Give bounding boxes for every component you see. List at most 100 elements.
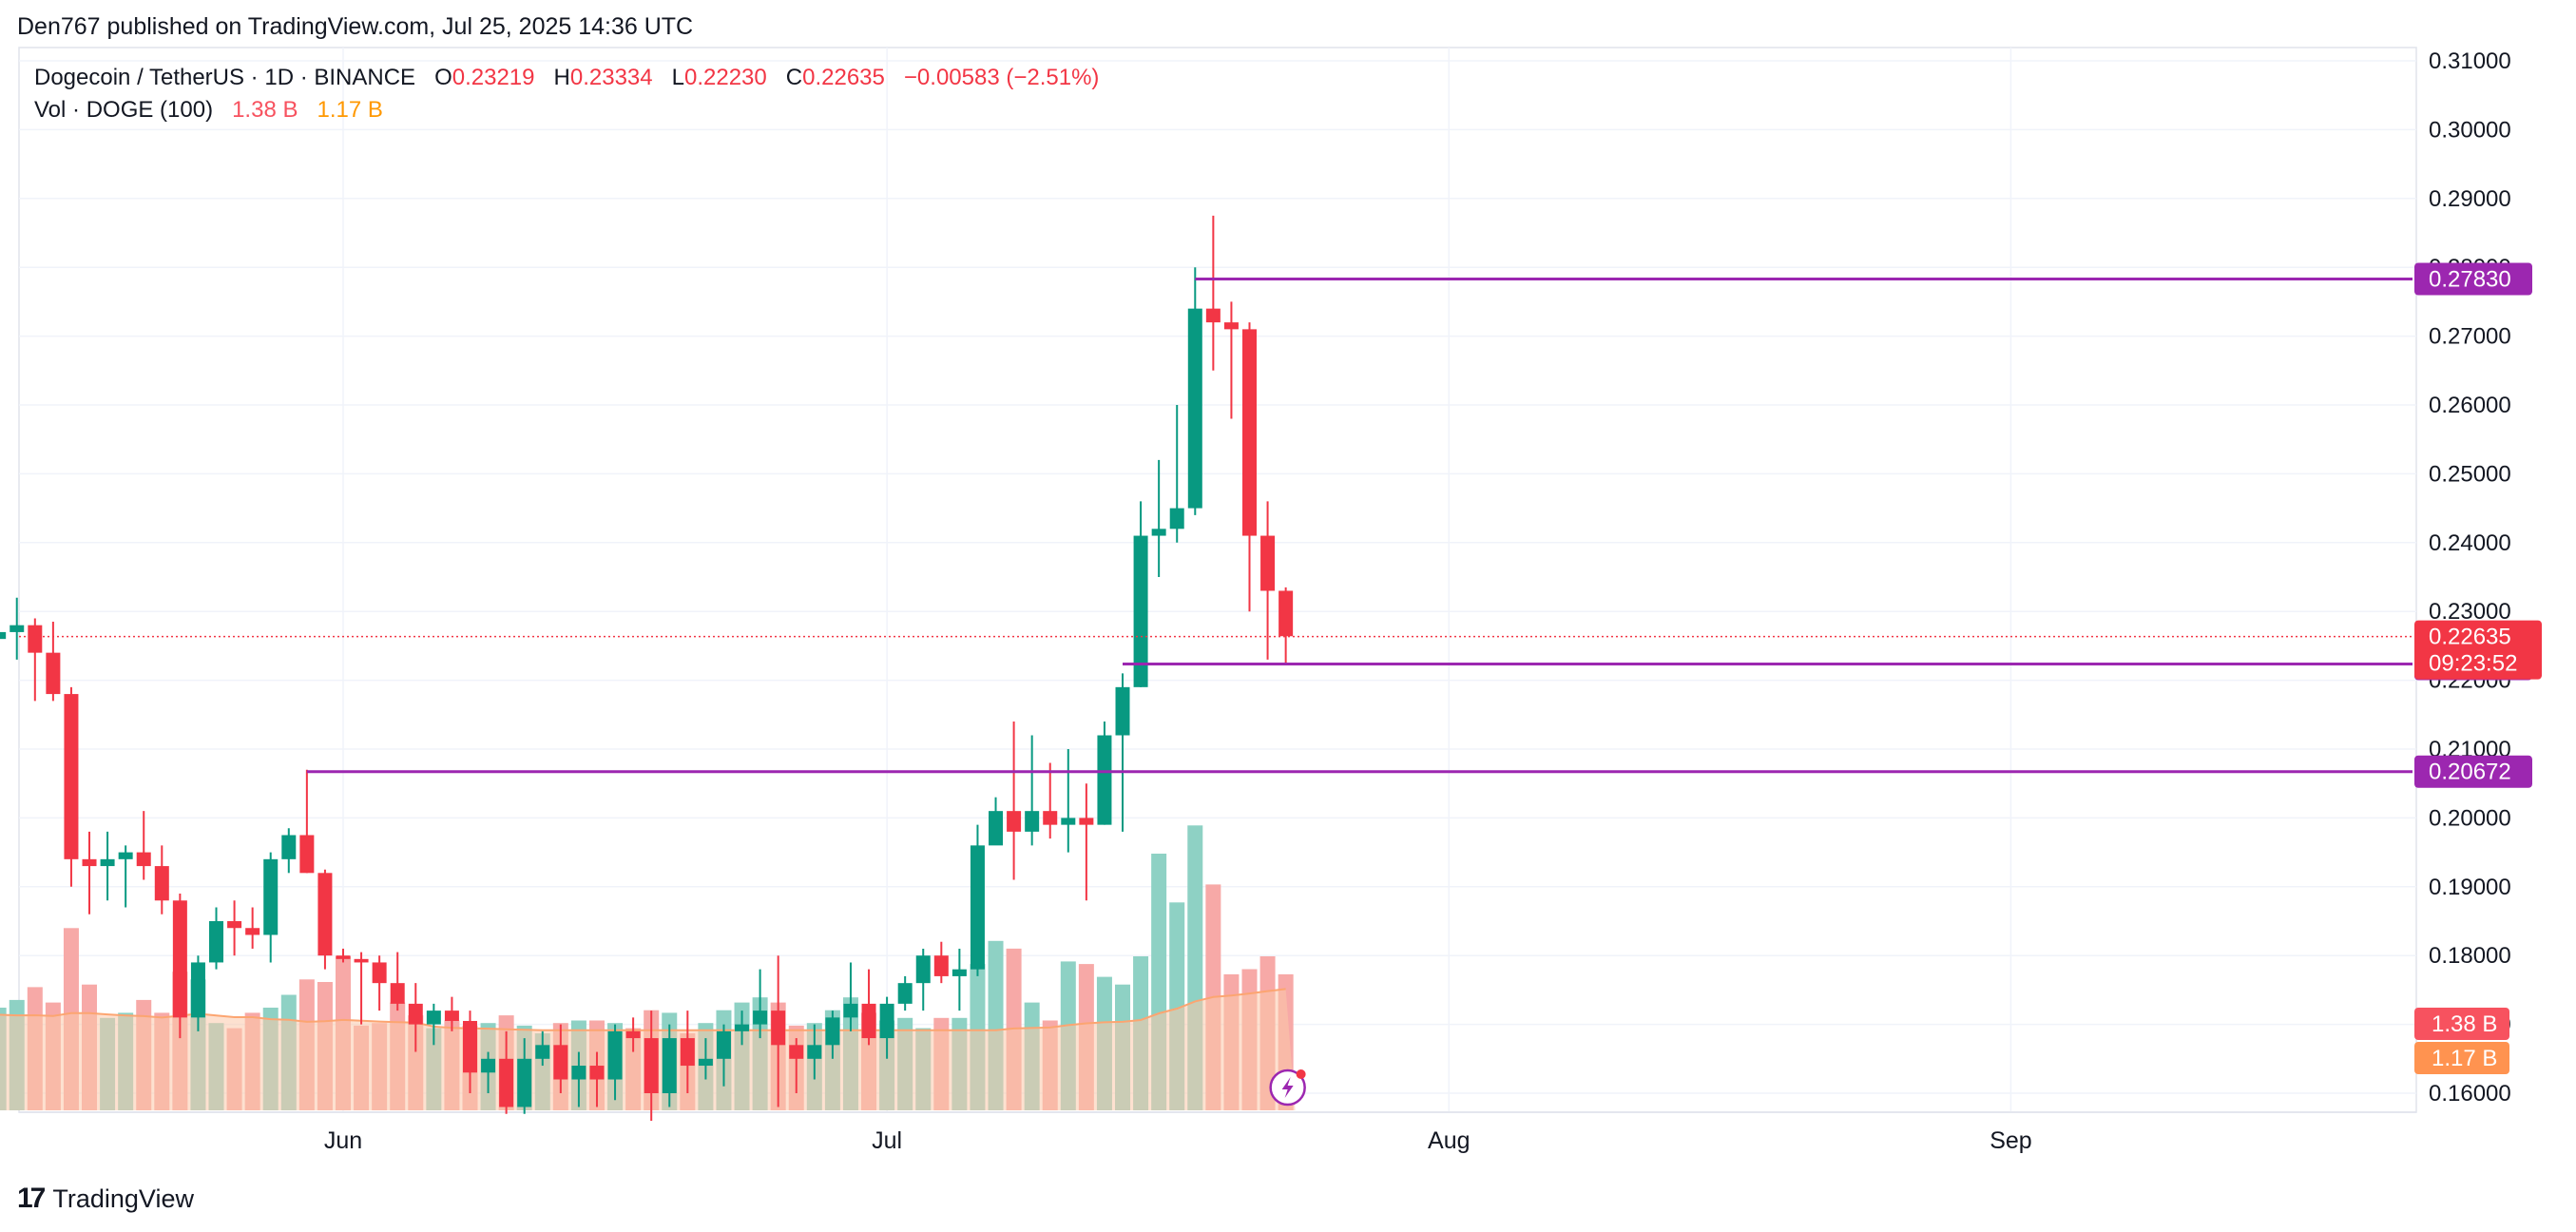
x-tick-label: Aug [1428,1127,1470,1154]
candle-body [209,921,224,963]
candle-body [28,625,43,653]
candle [933,941,949,984]
candle [1061,749,1076,853]
candle [535,1030,550,1067]
y-tick-label: 0.29000 [2429,186,2511,212]
candle [716,1024,731,1087]
symbol-label: Dogecoin / TetherUS · 1D · BINANCE [34,65,416,90]
candle [698,1038,713,1080]
candle [915,948,931,1011]
candle [1169,405,1184,543]
candle-body [662,1038,677,1093]
y-tick-label: 0.24000 [2429,530,2511,556]
candle-body [317,873,333,956]
candle [952,948,967,1011]
candle-body [46,652,61,695]
countdown-label: 09:23:52 [2429,651,2517,677]
high-value: 0.23334 [569,65,653,90]
candle [100,831,115,901]
lightning-bolt [1281,1077,1294,1098]
last-price-tag [2414,620,2542,680]
volume-ma-tag-label: 1.17 B [2432,1046,2497,1071]
candle [553,1024,568,1093]
candle-body [989,811,1004,846]
last-price-label: 0.22635 [2429,625,2511,650]
candle-body [952,969,967,976]
open-label: O [434,65,452,90]
candle [879,996,894,1059]
volume-legend: Vol · DOGE (100) 1.38 B 1.17 B [34,97,383,124]
y-tick-label: 0.27000 [2429,324,2511,350]
candle [154,845,169,914]
candle [607,1024,623,1101]
candle-body [879,1003,894,1039]
candle [10,597,25,660]
candle-body [789,1045,804,1059]
candle-body [1097,735,1112,825]
candle [517,1038,532,1114]
y-axis: 0.310000.300000.290000.280000.270000.260… [2429,48,2511,1107]
candle-body [1223,322,1239,330]
x-tick-label: Jul [872,1127,902,1154]
candle [1278,587,1294,664]
candle [771,955,786,1107]
open-value: 0.23219 [452,65,535,90]
candle-body [1061,818,1076,825]
volume-tag [2414,1008,2509,1040]
candle [118,845,133,908]
candle [136,811,151,880]
candle-body [716,1030,731,1059]
candle [1205,215,1221,371]
close-value: 0.22635 [802,65,885,90]
change-value: −0.00583 (−2.51%) [903,65,1100,90]
candle-body [771,1011,786,1046]
candle-body [753,1011,768,1025]
candle [28,618,43,702]
candle-body [281,835,297,859]
low-value: 0.22230 [684,65,767,90]
candle-body [136,852,151,867]
candle-body [462,1020,477,1073]
candle [46,622,61,702]
x-tick-label: Jun [324,1127,362,1154]
candle-body [190,962,205,1018]
candle-body [481,1058,496,1073]
candle [825,1011,840,1059]
y-tick-label: 0.30000 [2429,117,2511,143]
candle-body [1260,535,1276,591]
candle [1115,673,1130,832]
candle [1043,762,1058,839]
candle-body [100,858,115,867]
candle [1133,501,1148,687]
candle-body [118,852,133,859]
candle [861,969,876,1046]
candle-body [227,921,242,929]
candle [571,1051,586,1107]
candle-body [354,958,369,963]
candle [444,996,459,1031]
candle-body [535,1045,550,1059]
candle-body [861,1003,876,1039]
candle-body [625,1030,641,1039]
y-tick-label: 0.26000 [2429,393,2511,418]
candle [408,983,423,1052]
candles [0,215,1294,1121]
candle-body [553,1045,568,1080]
x-axis: Jun Jul Aug Sep [324,1127,2032,1154]
volume-tag-label: 1.38 B [2432,1011,2497,1037]
candle [1260,501,1276,660]
candle [1242,322,1257,612]
candle-body [915,955,931,984]
candle-body [299,835,315,874]
volume-label: Vol · DOGE (100) [34,97,214,123]
candle [354,952,369,1025]
candle [970,824,985,976]
candle-body [1205,308,1221,323]
candle-body [336,955,351,959]
candle-body [444,1011,459,1021]
candle [336,948,351,963]
volume-ma-line [0,988,1286,1031]
level-price-label: 0.27830 [2429,267,2511,293]
candle-body [1187,308,1202,509]
